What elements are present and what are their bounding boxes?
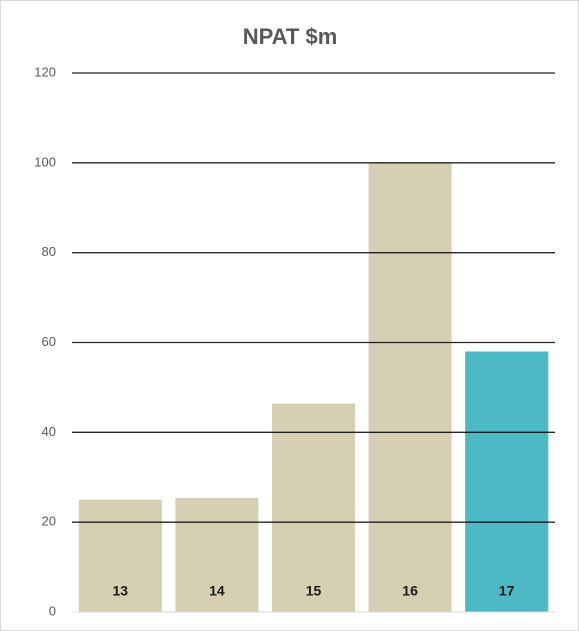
category-label: 15 bbox=[306, 583, 322, 599]
bar bbox=[78, 499, 162, 612]
bar bbox=[465, 351, 549, 612]
bar bbox=[271, 403, 356, 612]
category-label: 14 bbox=[209, 583, 225, 599]
y-tick-label: 0 bbox=[49, 603, 56, 618]
category-label: 13 bbox=[113, 583, 129, 599]
bar bbox=[368, 162, 452, 613]
y-tick-label: 80 bbox=[42, 244, 56, 259]
bar bbox=[175, 497, 259, 612]
y-tick-label: 40 bbox=[42, 424, 56, 439]
category-label: 17 bbox=[499, 583, 515, 599]
chart-title: NPAT $m bbox=[243, 24, 338, 49]
y-tick-label: 100 bbox=[34, 154, 56, 169]
y-tick-label: 20 bbox=[42, 514, 56, 529]
y-tick-label: 120 bbox=[34, 64, 56, 79]
y-tick-label: 60 bbox=[42, 334, 56, 349]
category-label: 16 bbox=[402, 583, 418, 599]
